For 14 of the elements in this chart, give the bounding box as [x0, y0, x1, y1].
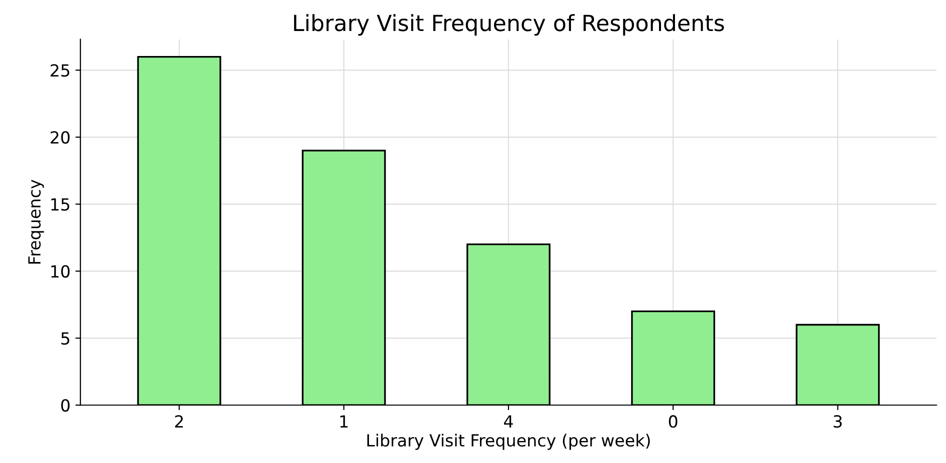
y-tick-label: 5 [61, 332, 70, 345]
chart-title: Library Visit Frequency of Respondents [294, 14, 724, 36]
y-tick-label: 10 [51, 265, 70, 278]
y-tick-label: 0 [61, 399, 70, 412]
y-axis-title: Frequency [28, 180, 44, 264]
y-tick-label: 25 [50, 64, 70, 77]
x-tick-label: 3 [834, 415, 842, 428]
x-tick-label: 4 [504, 415, 513, 428]
x-tick-label: 2 [175, 415, 183, 428]
y-tick-label: 20 [50, 131, 70, 144]
x-axis-title: Library Visit Frequency (per week) [367, 434, 650, 450]
x-tick-label: 1 [340, 415, 348, 428]
y-tick-label: 15 [51, 198, 70, 211]
x-tick-label: 0 [668, 415, 678, 428]
